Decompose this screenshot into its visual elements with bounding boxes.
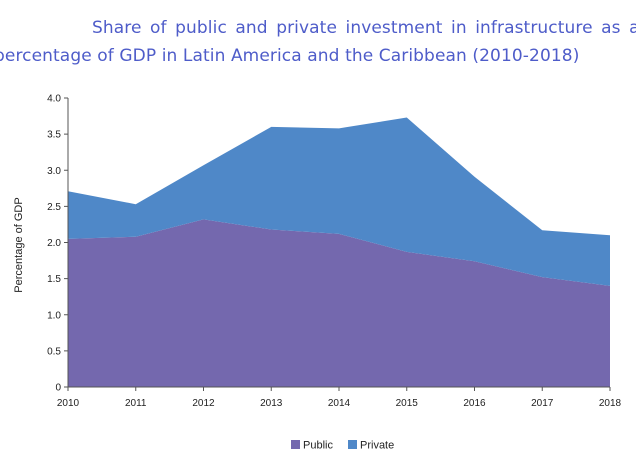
y-tick-label: 4.0 xyxy=(47,94,61,105)
x-tick-label: 2015 xyxy=(396,398,419,409)
y-tick-label: 0.5 xyxy=(47,346,61,357)
legend-label-private: Private xyxy=(360,440,394,452)
chart-areas xyxy=(68,117,610,387)
area-public xyxy=(68,219,610,387)
x-axis-ticks: 2010 2011 2012 2013 2014 2015 2016 2017 2018 xyxy=(57,387,622,409)
x-tick-label: 2018 xyxy=(599,398,622,409)
x-tick-label: 2013 xyxy=(260,398,283,409)
y-axis-ticks: 0 0.5 1.0 1.5 2.0 2.5 3.0 3.5 4.0 xyxy=(47,94,68,394)
legend-swatch-public xyxy=(291,440,300,449)
y-tick-label: 2.5 xyxy=(47,202,61,213)
x-tick-label: 2012 xyxy=(192,398,215,409)
legend-swatch-private xyxy=(348,440,357,449)
y-tick-label: 0 xyxy=(55,383,61,394)
y-tick-label: 3.0 xyxy=(47,166,61,177)
x-tick-label: 2016 xyxy=(463,398,486,409)
x-tick-label: 2011 xyxy=(125,398,147,409)
x-tick-label: 2017 xyxy=(531,398,554,409)
y-tick-label: 1.5 xyxy=(47,274,61,285)
legend-label-public: Public xyxy=(303,440,333,452)
y-tick-label: 3.5 xyxy=(47,130,61,141)
y-axis-label: Percentage of GDP xyxy=(13,197,25,292)
x-tick-label: 2014 xyxy=(328,398,351,409)
y-tick-label: 1.0 xyxy=(47,310,61,321)
area-private xyxy=(68,117,610,286)
chart-legend: Public Private xyxy=(291,440,394,452)
x-tick-label: 2010 xyxy=(57,398,80,409)
chart-title: Share of public and private investment i… xyxy=(0,14,636,74)
chart-title-line-1: Share of public and private investment i… xyxy=(92,18,636,38)
chart-title-line-2: percentage of GDP in Latin America and t… xyxy=(0,46,580,66)
y-tick-label: 2.0 xyxy=(47,238,61,249)
